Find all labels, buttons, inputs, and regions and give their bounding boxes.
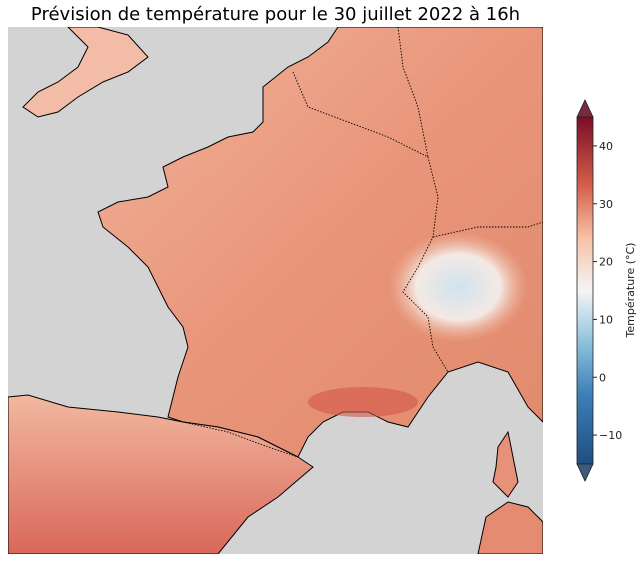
colorbar-extend-min xyxy=(576,463,594,482)
alps-cool-region xyxy=(388,232,528,342)
temperature-map xyxy=(8,27,543,554)
colorbar-tick-label: 40 xyxy=(599,140,613,153)
colorbar-tick-label: 20 xyxy=(599,256,613,269)
colorbar-tick-label: 30 xyxy=(599,198,613,211)
map-title: Prévision de température pour le 30 juil… xyxy=(30,4,521,25)
colorbar-label: Température (°C) xyxy=(624,243,637,339)
colorbar-tick-label: 10 xyxy=(599,313,613,326)
mediterranean-hot-region xyxy=(308,387,418,417)
colorbar-gradient xyxy=(576,116,594,465)
country-borders xyxy=(182,27,543,458)
colorbar: 40 30 20 10 0 −10 Température (°C) xyxy=(576,99,637,482)
land-corsica xyxy=(492,430,519,498)
land-spain xyxy=(8,394,314,554)
land-uk xyxy=(22,27,149,118)
colorbar-extend-max xyxy=(576,99,594,118)
land-sardinia xyxy=(477,501,543,554)
colorbar-tick-label: 0 xyxy=(599,371,606,384)
colorbar-tick-label: −10 xyxy=(599,429,622,442)
